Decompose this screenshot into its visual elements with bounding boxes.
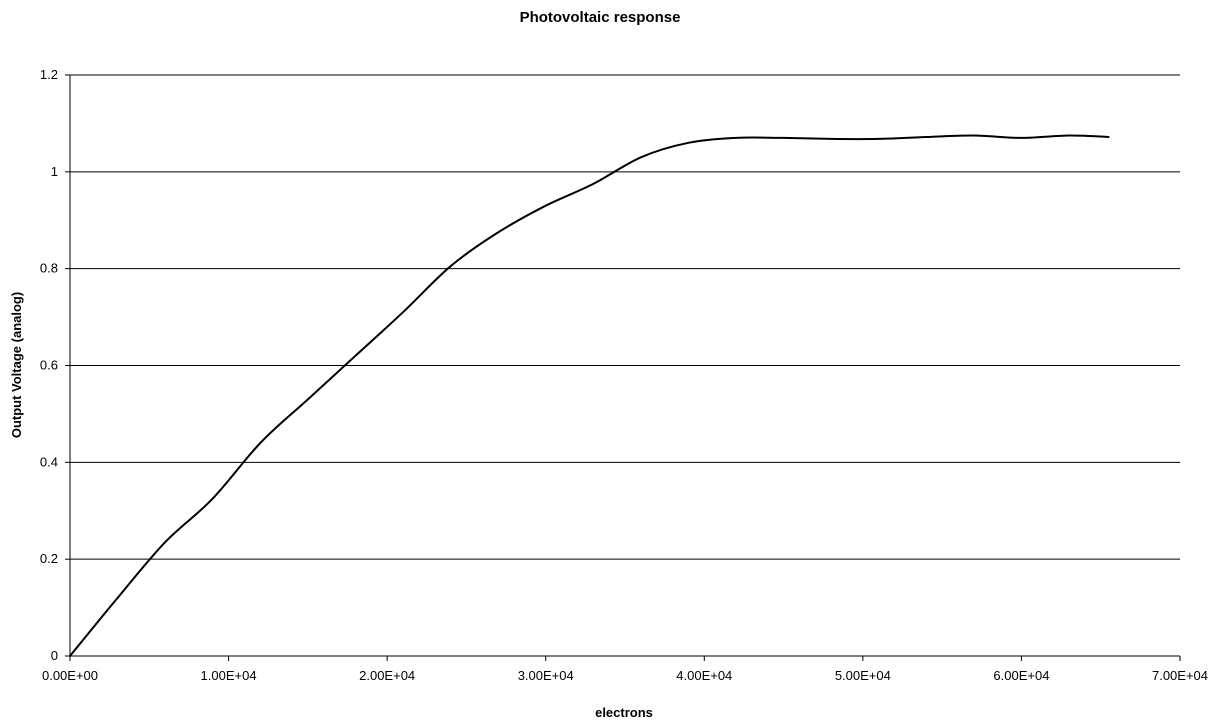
y-tick-label: 1 <box>51 164 58 179</box>
series-layer <box>69 134 1110 657</box>
gridlines <box>70 74 1180 560</box>
tick-labels: 0 0.2 0.4 0.6 0.8 1 1.2 0.00E+00 1.00E+04 2.00E+0… <box>40 67 1208 683</box>
y-tick-label: 0.4 <box>40 454 58 469</box>
x-tick-label: 7.00E+04 <box>1152 668 1208 683</box>
y-tick-label: 0.6 <box>40 358 58 373</box>
y-tick-label: 0 <box>51 648 58 663</box>
x-tick-label: 0.00E+00 <box>42 668 98 683</box>
x-tick-label: 4.00E+04 <box>676 668 732 683</box>
y-tick-label: 0.8 <box>40 261 58 276</box>
y-tick-label: 0.2 <box>40 551 58 566</box>
axes <box>65 74 1181 661</box>
x-tick-label: 1.00E+04 <box>201 668 257 683</box>
series-line <box>69 134 1110 657</box>
x-tick-label: 6.00E+04 <box>993 668 1049 683</box>
x-tick-label: 3.00E+04 <box>518 668 574 683</box>
chart-title: Photovoltaic response <box>520 9 681 26</box>
x-tick-label: 5.00E+04 <box>835 668 891 683</box>
x-axis-title: electrons <box>595 705 653 720</box>
x-tick-label: 2.00E+04 <box>359 668 415 683</box>
y-axis-title: Output Voltage (analog) <box>9 292 24 438</box>
y-tick-label: 1.2 <box>40 67 58 82</box>
